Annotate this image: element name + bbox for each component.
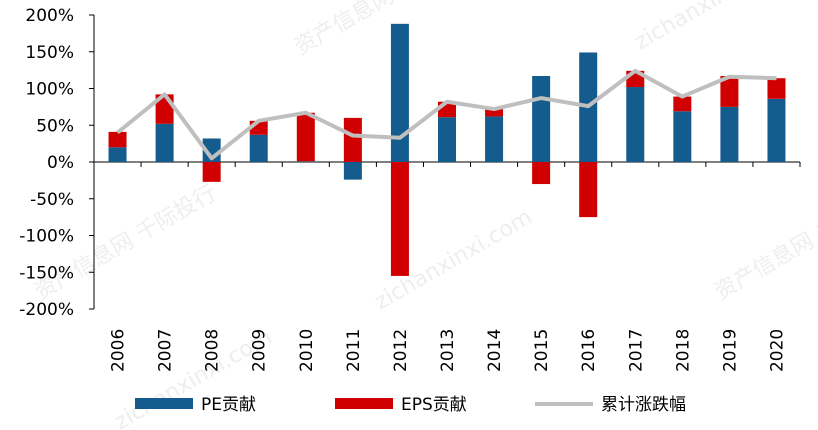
x-tick-label: 2008 xyxy=(203,329,223,372)
bar-eps xyxy=(390,162,409,276)
y-tick-label: -200% xyxy=(19,300,74,320)
x-tick-label: 2006 xyxy=(109,329,129,372)
bar-pe xyxy=(343,162,362,180)
x-tick-label: 2016 xyxy=(579,329,599,372)
bar-pe xyxy=(532,76,551,162)
x-tick-label: 2012 xyxy=(391,329,411,372)
y-tick-label: 50% xyxy=(36,116,74,136)
legend-label: PE贡献 xyxy=(201,395,256,415)
y-tick-label: -150% xyxy=(19,263,74,283)
x-tick-label: 2015 xyxy=(532,329,552,372)
x-tick-label: 2011 xyxy=(344,329,364,372)
legend-label: EPS贡献 xyxy=(401,395,467,415)
legend: PE贡献 EPS贡献 累计涨跌幅 xyxy=(135,395,686,415)
bar-pe xyxy=(390,23,409,162)
bar-pe xyxy=(296,161,315,162)
line-series xyxy=(116,68,777,161)
legend-swatch xyxy=(135,398,193,409)
x-tick-label: 2019 xyxy=(720,329,740,372)
bar-pe xyxy=(673,111,692,162)
x-tick-label: 2014 xyxy=(485,329,505,372)
x-tick-label: 2009 xyxy=(250,329,270,372)
bar-pe xyxy=(108,147,127,162)
legend-swatch xyxy=(335,398,393,409)
bar-eps xyxy=(720,76,739,107)
line-cumulative-change xyxy=(116,68,777,161)
y-tick-label: 200% xyxy=(25,6,74,26)
bar-eps xyxy=(767,78,786,99)
watermark-text: 资产信息网 千际投行 xyxy=(711,181,818,305)
watermark-text: zichanxinxi.com xyxy=(631,0,797,55)
bar-pe xyxy=(626,87,645,162)
bar-eps xyxy=(532,162,551,185)
bars xyxy=(108,23,786,276)
bar-pe xyxy=(438,117,456,162)
bar-eps xyxy=(343,117,362,162)
bar-eps xyxy=(108,131,127,148)
bar-pe xyxy=(485,116,504,162)
bar-pe xyxy=(155,123,174,162)
bar-eps xyxy=(202,162,221,182)
bar-pe xyxy=(767,98,786,162)
bar-eps xyxy=(485,109,504,117)
bar-pe xyxy=(720,106,739,162)
y-tick-label: 100% xyxy=(25,80,74,100)
bar-eps xyxy=(673,96,692,112)
legend-label: 累计涨跌幅 xyxy=(601,395,686,415)
y-tick-label: -50% xyxy=(30,190,74,210)
watermark-text: 资产信息网 千际投行 xyxy=(291,0,481,60)
x-tick-label: 2018 xyxy=(673,329,693,372)
bar-eps xyxy=(296,112,315,162)
x-tick-label: 2020 xyxy=(767,329,787,372)
x-tick-label: 2017 xyxy=(626,329,646,372)
y-tick-label: -100% xyxy=(19,227,74,247)
x-tick-label: 2007 xyxy=(156,329,176,372)
y-tick-label: 150% xyxy=(25,43,74,63)
bar-eps xyxy=(579,162,598,218)
x-tick-label: 2013 xyxy=(438,329,458,372)
y-tick-label: 0% xyxy=(47,153,74,173)
tick-labels: 200% 150% 100% 50% 0% -50% -100% -150% -200% 2006… xyxy=(19,6,787,372)
x-tick-label: 2010 xyxy=(297,329,317,372)
bar-pe xyxy=(249,134,268,162)
